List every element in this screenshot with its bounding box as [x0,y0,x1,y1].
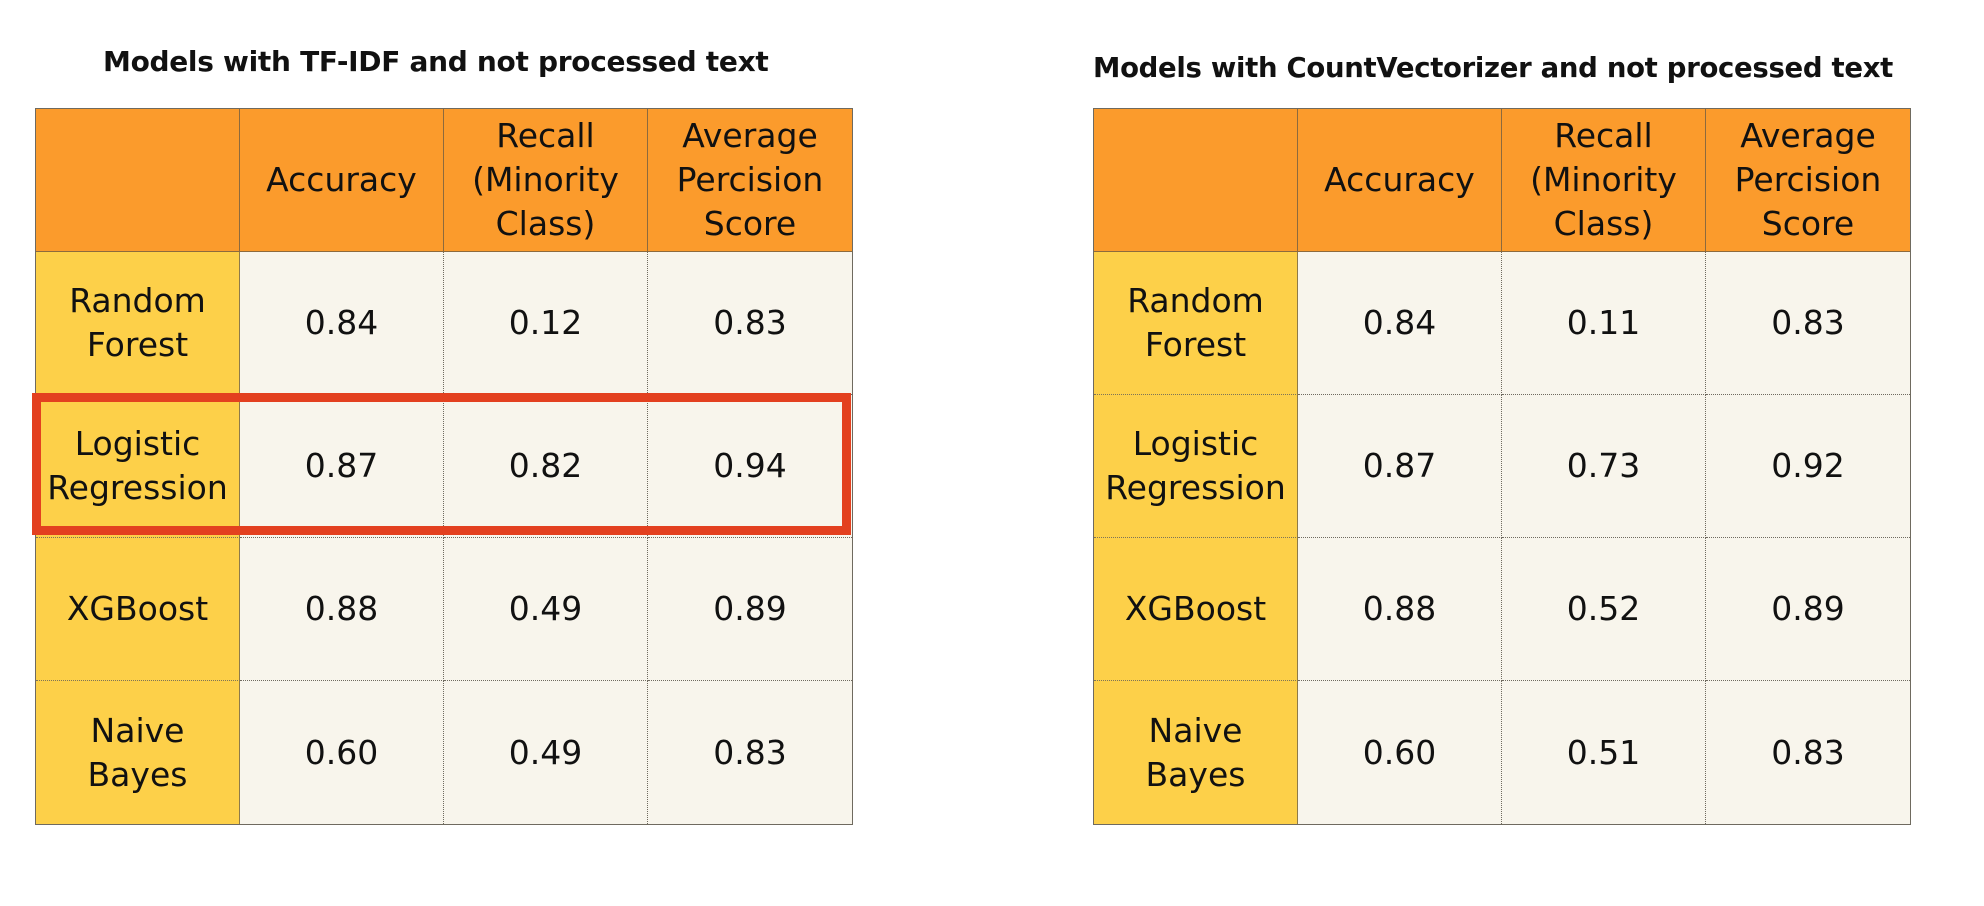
tfidf-results-table: Accuracy Recall (Minority Class) Average P… [35,108,853,825]
row-header-model: Naive Bayes [36,681,240,824]
row-header-model: Random Forest [1094,252,1298,395]
metric-value-cell: 0.89 [648,538,852,681]
row-header-model: Naive Bayes [1094,681,1298,824]
column-header: Recall (Minority Class) [444,109,648,252]
metric-value-cell: 0.83 [1706,252,1910,395]
row-header-model: XGBoost [1094,538,1298,681]
metric-value-cell: 0.60 [1298,681,1502,824]
countvectorizer-table-title: Models with CountVectorizer and not proc… [1093,52,1894,84]
metric-value-cell: 0.94 [648,395,852,538]
metric-value-cell: 0.83 [648,681,852,824]
metric-value-cell: 0.82 [444,395,648,538]
header-corner-cell [1094,109,1298,252]
metric-value-cell: 0.60 [240,681,444,824]
row-header-model: Random Forest [36,252,240,395]
metric-value-cell: 0.12 [444,252,648,395]
metric-value-cell: 0.49 [444,538,648,681]
metric-value-cell: 0.89 [1706,538,1910,681]
column-header: Accuracy [240,109,444,252]
header-corner-cell [36,109,240,252]
column-header: Recall (Minority Class) [1502,109,1706,252]
metric-value-cell: 0.87 [240,395,444,538]
metric-value-cell: 0.88 [240,538,444,681]
column-header: Average Percision Score [648,109,852,252]
tfidf-table-title: Models with TF-IDF and not processed tex… [103,45,769,78]
metric-value-cell: 0.88 [1298,538,1502,681]
metric-value-cell: 0.49 [444,681,648,824]
metric-value-cell: 0.92 [1706,395,1910,538]
metric-value-cell: 0.52 [1502,538,1706,681]
row-header-model: Logistic Regression [36,395,240,538]
metric-value-cell: 0.83 [1706,681,1910,824]
metric-value-cell: 0.83 [648,252,852,395]
metric-value-cell: 0.84 [240,252,444,395]
metric-value-cell: 0.73 [1502,395,1706,538]
metric-value-cell: 0.11 [1502,252,1706,395]
countvectorizer-results-table: Accuracy Recall (Minority Class) Average P… [1093,108,1911,825]
column-header: Average Percision Score [1706,109,1910,252]
metric-value-cell: 0.51 [1502,681,1706,824]
row-header-model: Logistic Regression [1094,395,1298,538]
metric-value-cell: 0.84 [1298,252,1502,395]
column-header: Accuracy [1298,109,1502,252]
row-header-model: XGBoost [36,538,240,681]
metric-value-cell: 0.87 [1298,395,1502,538]
